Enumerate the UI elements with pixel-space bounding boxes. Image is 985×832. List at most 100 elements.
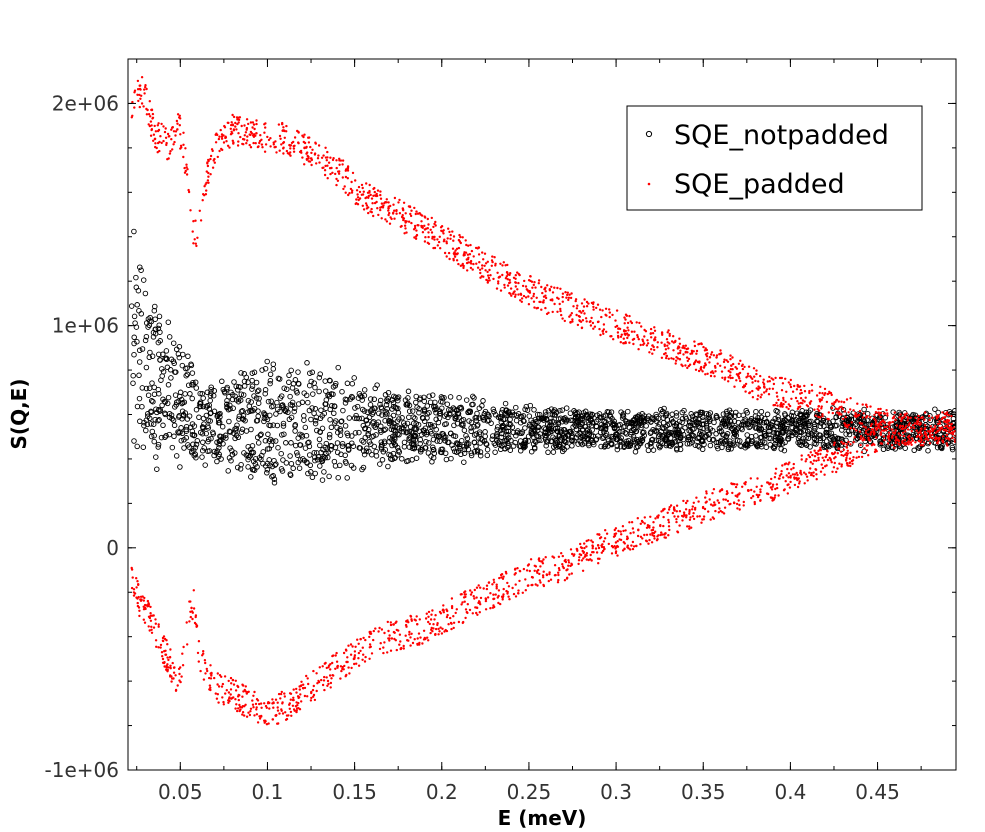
point-sqe-notpadded (820, 417, 827, 424)
point-sqe-padded (440, 229, 443, 232)
point-sqe-notpadded (217, 433, 223, 439)
point-sqe-notpadded (176, 414, 182, 420)
point-sqe-notpadded (795, 418, 802, 424)
point-sqe-padded (410, 632, 413, 635)
point-sqe-padded (505, 589, 508, 593)
point-sqe-notpadded (490, 406, 497, 413)
point-sqe-notpadded (278, 402, 285, 409)
point-sqe-padded (787, 472, 791, 475)
point-sqe-notpadded (525, 433, 532, 440)
point-sqe-notpadded (505, 442, 512, 449)
point-sqe-notpadded (502, 400, 509, 407)
point-sqe-notpadded (391, 455, 398, 462)
point-sqe-padded (358, 190, 362, 194)
point-sqe-padded (462, 620, 465, 624)
point-sqe-padded (379, 190, 382, 193)
point-sqe-padded (297, 696, 300, 700)
point-sqe-notpadded (726, 424, 733, 430)
point-sqe-notpadded (156, 313, 163, 320)
point-sqe-padded (601, 543, 604, 546)
point-sqe-notpadded (403, 429, 410, 436)
point-sqe-padded (299, 693, 302, 696)
point-sqe-padded (757, 380, 760, 383)
point-sqe-padded (271, 718, 274, 721)
point-sqe-notpadded (271, 476, 278, 482)
point-sqe-padded (315, 689, 318, 693)
point-sqe-notpadded (322, 444, 329, 450)
point-sqe-padded (561, 295, 564, 299)
point-sqe-notpadded (513, 404, 519, 411)
point-sqe-padded (645, 344, 649, 347)
point-sqe-padded (278, 149, 281, 152)
point-sqe-padded (923, 424, 927, 427)
point-sqe-padded (585, 305, 589, 308)
point-sqe-notpadded (778, 446, 784, 452)
point-sqe-notpadded (419, 446, 425, 453)
point-sqe-padded (224, 136, 227, 140)
point-sqe-padded (762, 381, 765, 384)
point-sqe-padded (413, 224, 417, 228)
point-sqe-notpadded (316, 436, 323, 443)
point-sqe-padded (539, 565, 542, 568)
point-sqe-padded (166, 663, 169, 666)
point-sqe-padded (481, 267, 484, 270)
point-sqe-padded (462, 266, 465, 270)
point-sqe-padded (842, 448, 845, 451)
point-sqe-padded (594, 547, 598, 550)
point-sqe-padded (804, 460, 807, 463)
point-sqe-padded (739, 379, 742, 383)
point-sqe-padded (170, 680, 173, 683)
point-sqe-notpadded (164, 400, 171, 407)
point-sqe-notpadded (227, 429, 234, 435)
point-sqe-padded (255, 119, 258, 122)
point-sqe-padded (436, 238, 439, 241)
point-sqe-notpadded (139, 403, 145, 410)
point-sqe-padded (784, 377, 787, 380)
point-sqe-padded (561, 292, 565, 295)
point-sqe-padded (311, 148, 314, 151)
point-sqe-notpadded (864, 428, 871, 434)
point-sqe-padded (327, 664, 331, 667)
point-sqe-padded (529, 558, 533, 561)
point-sqe-padded (585, 545, 588, 548)
point-sqe-padded (806, 479, 809, 482)
point-sqe-padded (309, 699, 313, 702)
point-sqe-padded (841, 407, 844, 411)
point-sqe-padded (553, 286, 556, 289)
point-sqe-padded (176, 684, 179, 687)
point-sqe-padded (323, 688, 326, 692)
point-sqe-padded (447, 227, 450, 230)
point-sqe-padded (592, 308, 595, 311)
point-sqe-padded (370, 211, 373, 214)
point-sqe-padded (395, 209, 398, 212)
point-sqe-notpadded (432, 406, 438, 413)
point-sqe-padded (402, 218, 405, 222)
point-sqe-notpadded (342, 423, 349, 429)
point-sqe-padded (282, 141, 286, 144)
point-sqe-notpadded (241, 378, 248, 385)
point-sqe-padded (473, 597, 476, 600)
point-sqe-notpadded (321, 469, 327, 475)
point-sqe-padded (292, 150, 296, 153)
point-sqe-notpadded (264, 446, 271, 452)
point-sqe-notpadded (309, 405, 315, 411)
point-sqe-padded (372, 638, 375, 642)
point-sqe-padded (691, 515, 695, 518)
point-sqe-padded (643, 516, 646, 519)
point-sqe-padded (903, 438, 906, 442)
point-sqe-notpadded (425, 450, 432, 456)
point-sqe-padded (427, 620, 430, 624)
point-sqe-padded (359, 649, 362, 653)
point-sqe-padded (149, 605, 152, 609)
point-sqe-padded (317, 144, 321, 147)
point-sqe-padded (633, 330, 636, 333)
point-sqe-notpadded (935, 428, 942, 435)
point-sqe-notpadded (147, 349, 153, 356)
point-sqe-notpadded (679, 415, 686, 422)
point-sqe-notpadded (421, 398, 428, 404)
point-sqe-padded (723, 358, 726, 361)
point-sqe-notpadded (492, 442, 499, 448)
point-sqe-notpadded (912, 425, 918, 431)
point-sqe-padded (849, 408, 852, 411)
point-sqe-padded (540, 285, 543, 289)
